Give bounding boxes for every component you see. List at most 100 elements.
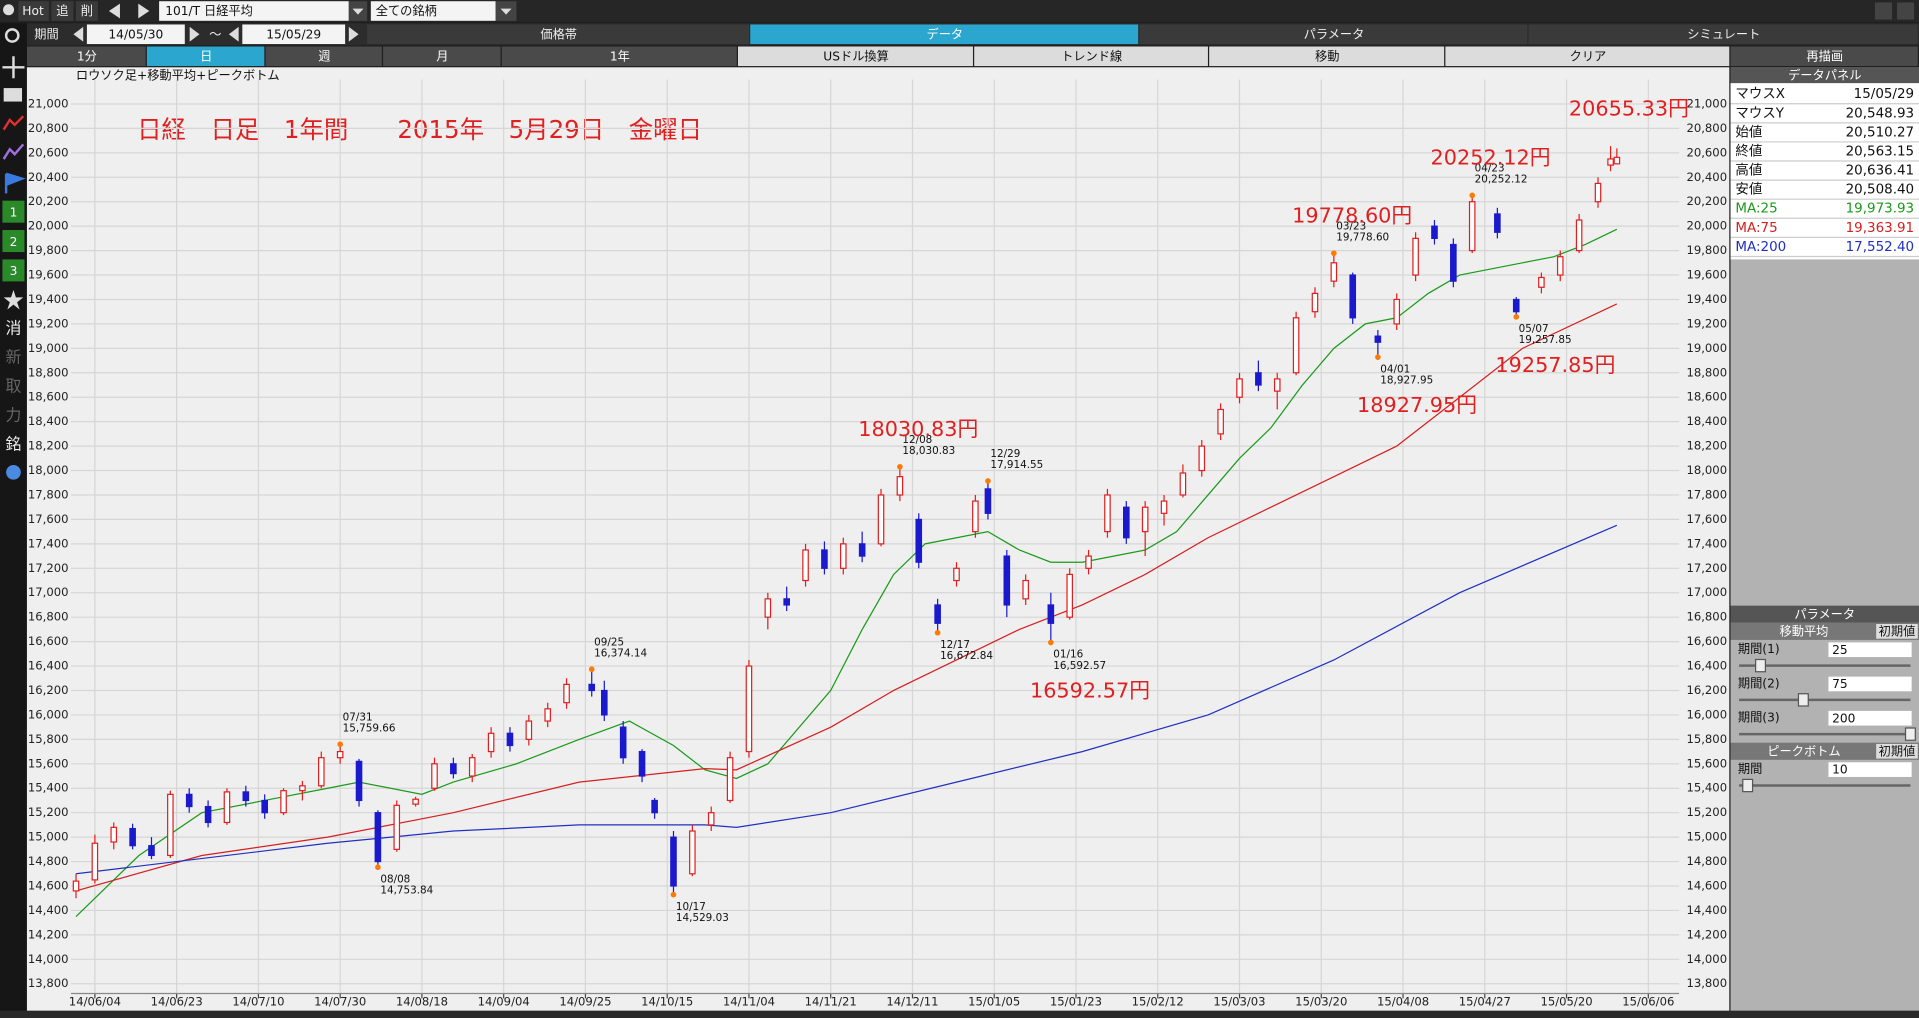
candle-body <box>1556 256 1564 276</box>
candle-body <box>261 799 268 814</box>
row-label: 終値 <box>1735 143 1762 159</box>
star-icon[interactable] <box>3 289 24 310</box>
y-tick-label-right: 17,000 <box>1686 585 1727 599</box>
section-header <box>1730 622 1919 640</box>
camera-icon[interactable] <box>3 88 23 102</box>
candle-body <box>1412 237 1419 276</box>
from-prev[interactable] <box>73 26 84 42</box>
button-label: 1分 <box>77 49 97 63</box>
side-label[interactable]: 新 <box>6 348 22 367</box>
window-button[interactable] <box>1874 2 1893 20</box>
status-bar <box>0 1010 1919 1018</box>
side-label[interactable]: 力 <box>6 406 22 425</box>
from-next[interactable] <box>189 26 200 42</box>
toolbar-button[interactable] <box>501 46 737 67</box>
peak-date: 04/23 <box>1475 162 1505 174</box>
y-tick-label-right: 17,800 <box>1686 487 1727 501</box>
row-value: 20,563.15 <box>1846 144 1914 159</box>
chart-icon[interactable] <box>2 115 25 131</box>
hot-button[interactable] <box>18 1 49 21</box>
param-field[interactable] <box>1828 710 1912 726</box>
toolbar-button[interactable] <box>737 46 973 67</box>
toolbar-button[interactable] <box>1209 46 1445 67</box>
peak-date: 05/07 <box>1519 323 1549 335</box>
reset-label[interactable]: 初期値 <box>1879 623 1916 638</box>
flag-icon[interactable] <box>4 172 26 194</box>
params-title: パラメータ <box>1794 607 1855 621</box>
slider-knob[interactable] <box>1755 658 1767 673</box>
tab[interactable] <box>1528 24 1918 45</box>
reset-button[interactable] <box>1876 743 1918 759</box>
slider-knob[interactable] <box>1904 727 1916 741</box>
hot-label[interactable]: Hot <box>22 4 44 18</box>
reset-button[interactable] <box>1876 624 1918 639</box>
to-next[interactable] <box>348 26 359 42</box>
layer-button[interactable] <box>2 259 25 282</box>
to-field[interactable] <box>242 24 346 45</box>
add-label[interactable]: 追 <box>56 3 68 18</box>
next-button[interactable] <box>138 3 150 19</box>
toolbar-button[interactable] <box>1445 46 1730 67</box>
to-prev[interactable] <box>228 26 239 42</box>
y-tick-label-right: 19,000 <box>1686 341 1727 355</box>
slider-knob[interactable] <box>1797 693 1809 707</box>
param-field[interactable] <box>1828 676 1912 692</box>
toolbar-button[interactable] <box>974 46 1208 67</box>
add-button[interactable] <box>51 1 74 21</box>
y-tick-label: 19,400 <box>28 292 69 306</box>
y-tick-label-right: 16,400 <box>1686 659 1727 673</box>
window-button[interactable] <box>1896 2 1915 20</box>
peak-value: 16,592.57 <box>1053 660 1106 672</box>
y-tick-label: 21,000 <box>28 96 69 110</box>
layer-label[interactable]: 1 <box>10 205 18 219</box>
side-label[interactable]: 銘 <box>6 435 22 454</box>
x-tick-label: 15/01/05 <box>968 995 1020 1009</box>
candle-body <box>1085 555 1092 569</box>
layer-button[interactable] <box>2 200 25 223</box>
toolbar-button[interactable] <box>383 46 501 67</box>
tab[interactable] <box>750 24 1139 45</box>
peak-value: 18,927.95 <box>1380 374 1433 386</box>
side-label[interactable]: 消 <box>6 319 22 338</box>
peak-date: 12/17 <box>940 639 970 651</box>
x-tick-label: 14/11/21 <box>805 995 857 1009</box>
y-tick-label: 15,800 <box>28 732 69 746</box>
layer-label[interactable]: 2 <box>10 235 18 249</box>
layer-button[interactable] <box>2 230 25 253</box>
delete-label[interactable]: 削 <box>81 4 93 18</box>
tab[interactable] <box>367 24 749 45</box>
y-tick-label-right: 21,000 <box>1686 96 1727 110</box>
plus-icon[interactable] <box>2 56 25 79</box>
search-icon[interactable] <box>4 28 20 43</box>
reset-label[interactable]: 初期値 <box>1879 743 1916 758</box>
from-field[interactable] <box>86 24 185 45</box>
candle-body <box>72 880 80 892</box>
layer-label[interactable]: 3 <box>10 264 18 278</box>
toolbar-button[interactable] <box>26 46 146 67</box>
candle-body <box>450 763 457 775</box>
candle-body <box>544 708 552 722</box>
tab[interactable] <box>1139 24 1528 45</box>
toolbar-button[interactable] <box>146 46 265 67</box>
price-callout: 19778.60円 <box>1292 204 1412 228</box>
toolbar-button[interactable] <box>265 46 382 67</box>
price-callout: 18030.83円 <box>858 417 978 441</box>
candle-body <box>129 827 136 847</box>
side-label[interactable]: 取 <box>6 377 22 396</box>
delete-button[interactable] <box>75 1 98 21</box>
universe-field[interactable] <box>370 1 496 21</box>
trend-icon[interactable] <box>2 143 25 160</box>
chart-annotation: 日経 日足 1年間 2015年 5月29日 金曜日 <box>137 115 702 144</box>
param-field[interactable] <box>1828 642 1912 658</box>
code-field[interactable] <box>159 1 349 21</box>
y-tick-label-right: 18,600 <box>1686 390 1727 404</box>
slider-knob[interactable] <box>1742 778 1754 793</box>
settings-icon[interactable] <box>6 464 21 480</box>
candle-body <box>525 720 533 740</box>
prev-button[interactable] <box>108 3 120 19</box>
param-field[interactable] <box>1828 762 1912 777</box>
y-tick-label: 16,000 <box>28 707 69 721</box>
toolbar-button[interactable] <box>1730 46 1918 67</box>
bulb-icon <box>3 4 15 16</box>
candle-body <box>934 604 941 624</box>
